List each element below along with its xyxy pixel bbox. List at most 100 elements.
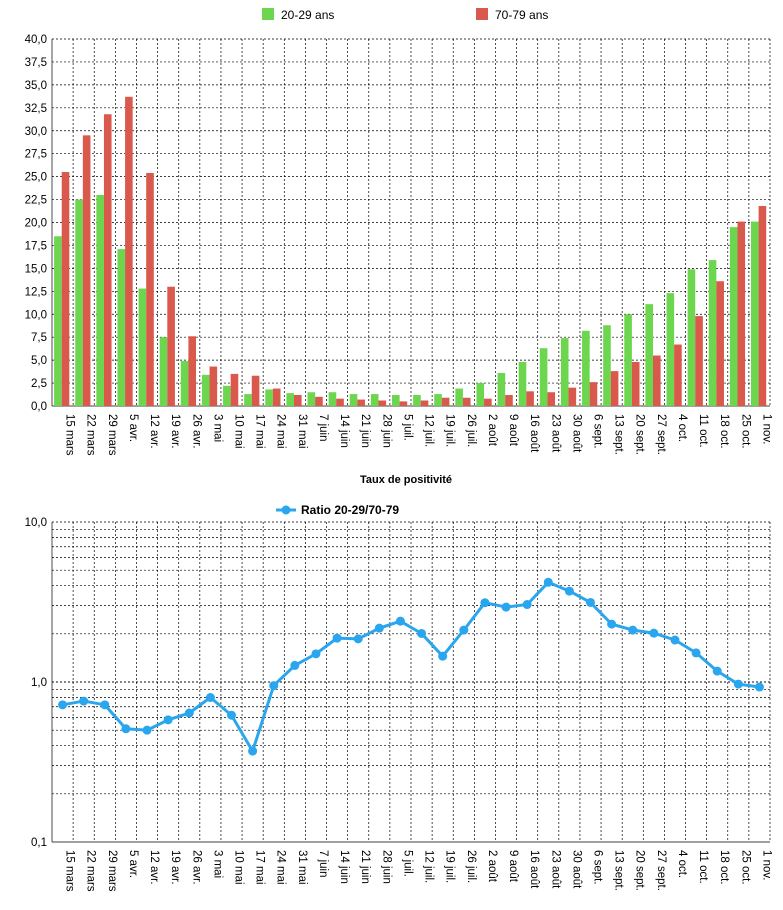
x-tick-label: 11 oct. — [697, 414, 709, 448]
x-tick-label: 4 oct. — [676, 414, 688, 442]
bar-70-79-ans-28-juin — [378, 400, 387, 406]
x-tick-label: 7 juin — [317, 850, 329, 878]
y-tick-label: 0,1 — [31, 837, 47, 849]
x-tick-label: 25 oct. — [739, 414, 751, 449]
x-tick-label: 25 oct. — [739, 850, 751, 885]
ratio-point-12-avr- — [142, 725, 152, 735]
series-line — [58, 577, 764, 756]
ratio-point-7-juin — [311, 649, 321, 659]
x-tick-label: 14 juin — [338, 414, 350, 448]
bar-70-79-ans-16-ao-t — [526, 391, 534, 406]
bar-70-79-ans-25-oct- — [737, 221, 746, 406]
x-axis-ticks: 15 mars 22 mars 29 mars 5 avr. 12 avr. 19 avr… — [64, 850, 773, 892]
x-tick-label: 10 mai — [233, 850, 245, 885]
bar-70-79-ans-20-sept- — [631, 361, 640, 406]
x-tick-label: 7 juin — [317, 414, 329, 442]
x-tick-label: 5 juil. — [401, 414, 413, 441]
x-tick-label: 1 nov. — [760, 414, 772, 444]
bar-70-79-ans-6-sept- — [589, 382, 598, 406]
bar-20-29-ans-24-mai — [265, 389, 273, 406]
bar-70-79-ans-5-avr- — [125, 96, 133, 407]
bar-20-29-ans-12-juil- — [413, 394, 421, 406]
y-tick-label: 40,0 — [25, 34, 47, 46]
bar-70-79-ans-10-mai — [230, 373, 239, 406]
x-tick-label: 19 avr. — [169, 850, 181, 885]
bar-70-79-ans-13-sept- — [610, 371, 619, 406]
bar-70-79-ans-14-juin — [336, 398, 344, 406]
bar-70-79-ans-18-oct- — [716, 281, 724, 406]
x-tick-label: 12 juil. — [423, 414, 435, 447]
bar-70-79-ans-30-ao-t — [568, 387, 577, 406]
x-tick-label: 20 sept. — [634, 414, 646, 455]
x-tick-label: 26 juil. — [465, 850, 477, 883]
legend-swatch-20-29 — [262, 8, 274, 20]
bar-70-79-ans-23-ao-t — [547, 392, 556, 406]
bar-20-29-ans-3-mai — [201, 374, 210, 406]
x-tick-label: 16 août — [528, 414, 540, 453]
bar-70-79-ans-29-mars — [103, 114, 112, 407]
ratio-point-19-avr- — [163, 715, 173, 725]
bar-70-79-ans-15-mars — [61, 172, 70, 406]
ratio-point-26-avr- — [184, 708, 194, 718]
x-tick-label: 27 sept. — [655, 414, 667, 455]
bar-20-29-ans-4-oct- — [666, 293, 675, 406]
bar-20-29-ans-26-juil- — [455, 388, 463, 406]
x-tick-label: 22 mars — [85, 850, 97, 892]
x-tick-label: 29 mars — [106, 850, 118, 892]
x-tick-label: 9 août — [507, 850, 519, 883]
x-tick-label: 5 avr. — [127, 850, 139, 878]
x-tick-label: 3 mai — [211, 414, 223, 442]
bar-20-29-ans-10-mai — [223, 385, 231, 406]
ratio-point-19-juil- — [438, 651, 448, 661]
ratio-point-2-ao-t — [480, 598, 490, 608]
y-axis-ticks: 0,0 2,5 5,0 7,5 10,0 12,5 15,0 17,5 20,0 22,5 25,0… — [25, 34, 47, 413]
x-tick-label: 15 mars — [64, 414, 76, 456]
grid — [51, 521, 771, 843]
x-tick-label: 31 mai — [296, 414, 308, 449]
bar-70-79-ans-26-juil- — [462, 397, 471, 406]
x-tick-label: 10 mai — [233, 414, 245, 449]
bar-70-79-ans-22-mars — [82, 135, 91, 406]
ratio-point-27-sept- — [649, 628, 659, 638]
bar-20-29-ans-18-oct- — [708, 260, 717, 406]
bar-20-29-ans-19-juil- — [434, 394, 442, 406]
x-tick-label: 12 juil. — [423, 850, 435, 883]
ratio-point-20-sept- — [628, 625, 638, 635]
x-tick-label: 12 avr. — [148, 414, 160, 449]
bar-20-29-ans-7-juin — [307, 392, 316, 406]
ratio-point-12-juil- — [417, 628, 427, 638]
x-tick-label: 21 juin — [359, 414, 371, 448]
ratio-point-6-sept- — [586, 597, 595, 607]
x-tick-label: 13 sept. — [613, 414, 625, 455]
y-tick-label: 10,0 — [25, 517, 47, 529]
ratio-point-13-sept- — [607, 619, 617, 629]
ratio-point-30-ao-t — [564, 586, 574, 596]
ratio-point-21-juin — [353, 634, 363, 644]
x-tick-label: 31 mai — [296, 850, 308, 885]
ratio-point-1-nov- — [754, 682, 764, 692]
x-tick-label: 19 avr. — [169, 414, 181, 449]
y-tick-label: 5,0 — [31, 355, 47, 367]
legend-label-70-79: 70-79 ans — [495, 8, 548, 22]
x-tick-label: 24 mai — [275, 414, 287, 449]
ratio-point-14-juin — [332, 633, 342, 643]
ratio-point-5-avr- — [121, 724, 131, 734]
bar-70-79-ans-12-avr- — [146, 172, 154, 406]
ratio-point-17-mai — [248, 746, 258, 756]
y-tick-label: 1,0 — [31, 677, 47, 689]
bar-20-29-ans-29-mars — [96, 194, 104, 406]
ratio-point-9-ao-t — [501, 602, 511, 612]
x-tick-label: 26 juil. — [465, 414, 477, 447]
y-tick-label: 35,0 — [25, 80, 47, 92]
bar-70-79-ans-24-mai — [272, 388, 281, 406]
ratio-point-3-mai — [205, 693, 215, 703]
y-tick-label: 25,0 — [25, 172, 47, 184]
x-tick-label: 6 sept. — [592, 850, 604, 885]
x-tick-label: 28 juin — [380, 414, 392, 448]
ratio-point-29-mars — [100, 700, 110, 710]
y-tick-label: 27,5 — [25, 149, 47, 161]
y-tick-label: 20,0 — [25, 218, 47, 230]
x-tick-label: 2 août — [486, 850, 498, 883]
legend-marker — [281, 505, 291, 515]
x-tick-label: 18 oct. — [718, 414, 730, 449]
